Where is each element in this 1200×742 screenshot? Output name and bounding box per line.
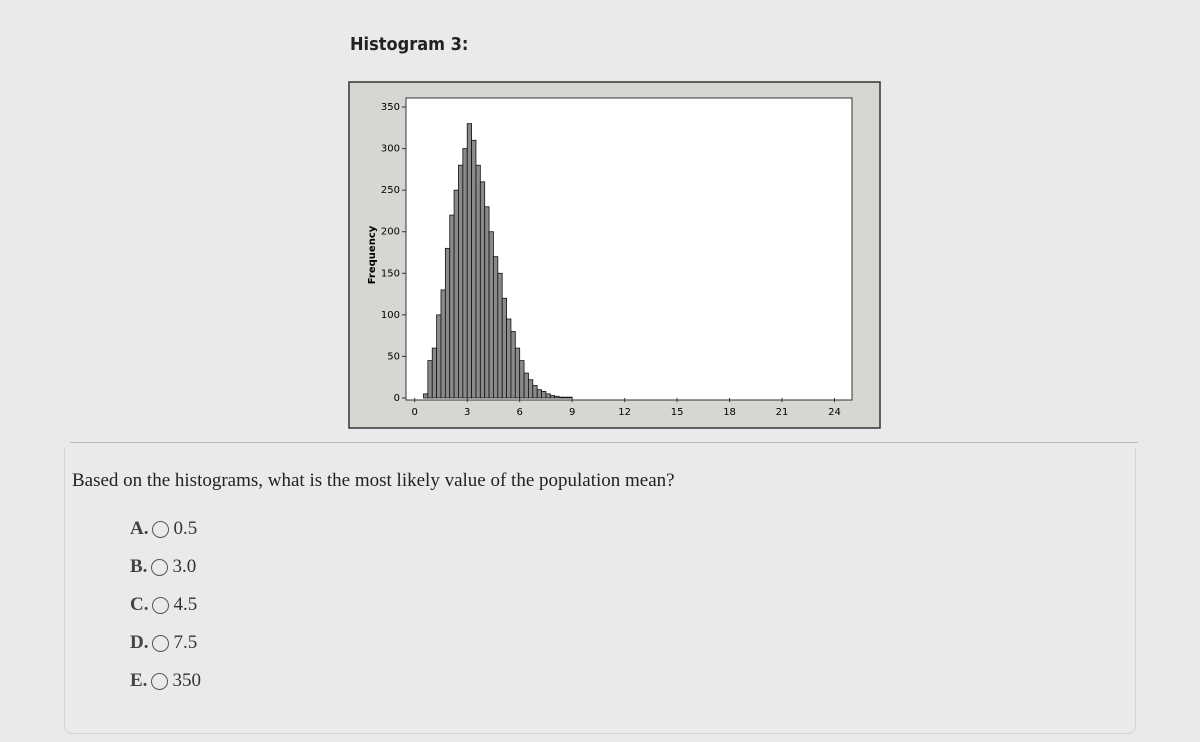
option[interactable]: C. 4.5 [130,594,197,616]
bar [501,297,507,399]
bar [549,395,556,399]
option[interactable]: E. 350 [130,670,201,692]
option-letter: A. [130,518,149,539]
bar [440,289,446,399]
bar [488,231,494,399]
question-panel [64,448,1136,734]
y-tick-label: 50 [387,351,400,362]
x-tick-label: 21 [776,407,789,418]
bar [458,164,464,399]
bar [436,314,442,399]
y-tick-label: 300 [381,144,400,155]
bar [423,393,429,399]
bar [497,272,503,399]
bar [506,318,512,399]
bar [532,385,538,399]
x-tick-label: 18 [723,407,736,418]
option-text: 4.5 [173,594,198,615]
option-text: 350 [172,670,201,691]
bar [519,360,525,399]
x-tick-label: 12 [618,407,631,418]
option-text: 0.5 [173,518,198,539]
bar [514,347,521,399]
option-letter: C. [130,594,149,615]
bar [554,395,560,399]
x-tick-label: 0 [412,407,418,418]
radio[interactable] [152,596,170,614]
bar [479,181,486,399]
x-tick-label: 3 [464,407,470,418]
y-tick-label: 0 [394,393,400,404]
bar [471,139,477,399]
bar [475,164,481,399]
bar [541,390,547,399]
option-letter: B. [130,556,148,577]
y-tick-label: 200 [381,227,400,238]
histogram-title: Histogram 3: [350,34,469,55]
bar [431,347,438,399]
option-text: 3.0 [172,556,197,577]
bar [536,389,542,399]
radio[interactable] [152,520,170,538]
chart: Frequency 0 50 100 150 200 250 300 350 0 3 6 9 12 15 1… [348,81,881,429]
option[interactable]: A. 0.5 [130,518,197,540]
bar [523,372,529,399]
y-tick-label: 100 [381,310,400,321]
option-text: 7.5 [173,632,198,653]
question: Based on the histograms, what is the mos… [72,470,675,491]
bar [545,393,551,399]
bar [493,256,499,399]
bar [510,331,516,399]
x-tick-label: 9 [569,407,575,418]
option[interactable]: B. 3.0 [130,556,196,578]
bar [563,396,569,399]
x-tick-label: 15 [671,407,684,418]
bar [453,189,459,399]
radio[interactable] [151,558,169,576]
y-axis-label: Frequency [367,225,378,284]
bar [567,396,573,399]
bar [427,360,433,399]
bar [558,396,564,399]
divider [70,442,1138,443]
y-tick-label: 150 [381,268,400,279]
option-letter: D. [130,632,149,653]
x-tick-label: 6 [516,407,522,418]
x-tick-label: 24 [828,407,841,418]
bar [466,123,472,399]
bar [528,379,534,399]
bar [484,206,490,399]
y-tick-label: 250 [381,185,400,196]
option[interactable]: D. 7.5 [130,632,197,654]
bar [444,247,451,399]
bar [462,148,468,399]
bar [449,214,455,399]
radio[interactable] [151,672,169,690]
y-tick-label: 350 [381,102,400,113]
radio[interactable] [152,634,170,652]
option-letter: E. [130,670,148,691]
